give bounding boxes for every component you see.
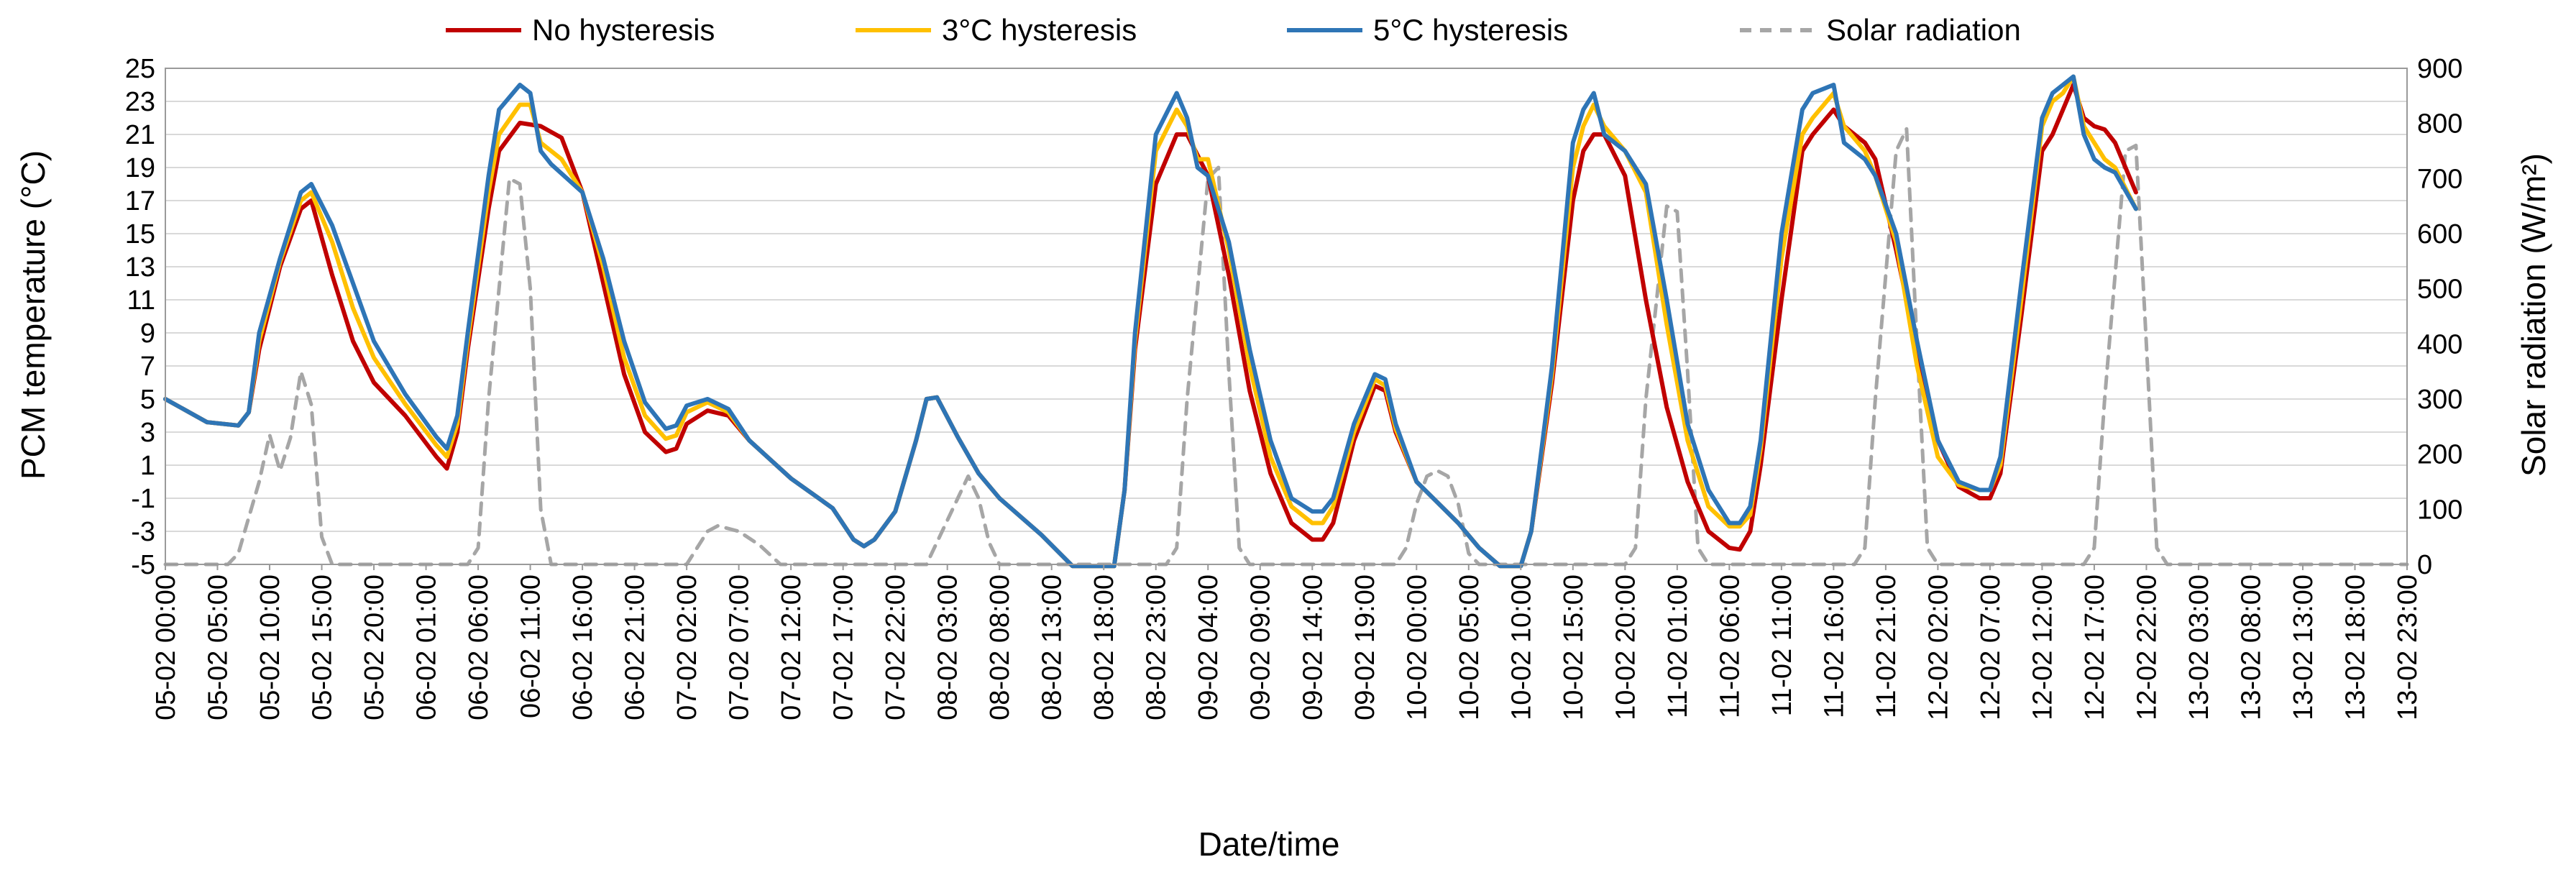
x-tick-label: 10-02 15:00 xyxy=(1559,574,1589,720)
y-right-tick-label: 100 xyxy=(2417,495,2462,525)
y-axis-left-title: PCM temperature (°C) xyxy=(14,150,52,480)
x-tick-label: 08-02 23:00 xyxy=(1142,574,1172,720)
y-left-tick-label: 11 xyxy=(127,285,155,316)
y-left-tick-label: 3 xyxy=(140,418,155,448)
legend-label: No hysteresis xyxy=(532,13,715,47)
series-line-5-c-hysteresis xyxy=(163,74,2138,569)
x-tick-label: 09-02 09:00 xyxy=(1246,574,1276,720)
x-tick-label: 06-02 11:00 xyxy=(516,574,546,718)
y-left-tick-label: 25 xyxy=(125,54,155,84)
y-right-tick-label: 800 xyxy=(2417,109,2462,139)
x-tick-label: 12-02 07:00 xyxy=(1976,574,2006,720)
x-tick-label: 05-02 10:00 xyxy=(255,574,285,720)
y-left-tick-label: 15 xyxy=(125,219,155,249)
y-right-tick-label: 300 xyxy=(2417,385,2462,415)
legend-label: 3°C hysteresis xyxy=(942,13,1137,47)
x-tick-label: 08-02 03:00 xyxy=(933,574,963,720)
y-left-tick-label: -1 xyxy=(131,484,155,514)
y-right-tick-label: 600 xyxy=(2417,219,2462,249)
x-tick-label: 11-02 11:00 xyxy=(1767,574,1797,716)
x-tick-label: 12-02 17:00 xyxy=(2080,574,2110,720)
x-tick-label: 13-02 13:00 xyxy=(2288,574,2319,720)
y-left-tick-label: 19 xyxy=(125,153,155,183)
x-tick-label: 07-02 22:00 xyxy=(881,574,911,720)
y-left-tick-label: 21 xyxy=(125,120,155,150)
series-line-3-c-hysteresis xyxy=(163,74,2138,569)
series-line-no-hysteresis xyxy=(163,83,2138,569)
x-axis-ticks: 05-02 00:00 05-02 05:00 05-02 10:00 05-02 1… xyxy=(151,564,2423,720)
x-tick-label: 11-02 01:00 xyxy=(1663,574,1693,718)
x-tick-label: 08-02 13:00 xyxy=(1037,574,1068,720)
x-tick-label: 06-02 21:00 xyxy=(620,574,651,720)
x-tick-label: 06-02 16:00 xyxy=(568,574,598,720)
y-left-tick-label: 7 xyxy=(140,352,155,382)
x-tick-label: 09-02 14:00 xyxy=(1298,574,1328,720)
legend-label: Solar radiation xyxy=(1826,13,2021,47)
x-tick-label: 07-02 07:00 xyxy=(725,574,755,720)
x-tick-label: 11-02 21:00 xyxy=(1871,574,1902,718)
y-right-tick-label: 200 xyxy=(2417,440,2462,470)
y-left-tick-label: -3 xyxy=(131,517,155,547)
x-tick-label: 09-02 19:00 xyxy=(1350,574,1380,720)
x-tick-label: 12-02 22:00 xyxy=(2132,574,2162,720)
x-tick-label: 07-02 12:00 xyxy=(776,574,807,720)
x-tick-label: 13-02 03:00 xyxy=(2184,574,2214,720)
y-left-tick-label: 5 xyxy=(140,385,155,415)
plot-frame xyxy=(165,68,2408,565)
x-axis-title: Date/time xyxy=(1198,825,1340,863)
y-axis-right-title: Solar radiation (W/m²) xyxy=(2515,153,2552,477)
x-tick-label: 08-02 08:00 xyxy=(985,574,1015,720)
x-tick-label: 05-02 20:00 xyxy=(359,574,390,720)
x-tick-label: 10-02 20:00 xyxy=(1610,574,1641,720)
y-left-tick-label: 17 xyxy=(125,186,155,216)
y-left-tick-label: 13 xyxy=(125,252,155,283)
x-tick-label: 13-02 18:00 xyxy=(2340,574,2370,720)
y-left-tick-label: 1 xyxy=(140,451,155,481)
x-tick-label: 12-02 12:00 xyxy=(2027,574,2058,720)
y-right-tick-label: 400 xyxy=(2417,329,2462,359)
x-tick-label: 11-02 06:00 xyxy=(1715,574,1745,718)
x-tick-label: 10-02 10:00 xyxy=(1506,574,1536,720)
y-left-tick-label: -5 xyxy=(131,550,155,580)
x-tick-label: 09-02 04:00 xyxy=(1193,574,1224,720)
x-tick-label: 06-02 01:00 xyxy=(412,574,442,720)
x-tick-label: 06-02 06:00 xyxy=(464,574,494,720)
x-tick-label: 13-02 23:00 xyxy=(2393,574,2423,720)
x-tick-label: 10-02 00:00 xyxy=(1402,574,1432,720)
legend-label: 5°C hysteresis xyxy=(1373,13,1568,47)
x-tick-label: 07-02 02:00 xyxy=(672,574,702,720)
y-right-tick-label: 900 xyxy=(2417,54,2462,84)
y-left-tick-label: 9 xyxy=(140,319,155,349)
x-tick-label: 05-02 00:00 xyxy=(151,574,181,720)
series-layer xyxy=(163,74,2409,569)
series-line-solar-radiation xyxy=(163,127,2409,567)
y-right-tick-label: 0 xyxy=(2417,550,2432,580)
x-tick-label: 12-02 02:00 xyxy=(1923,574,1953,720)
y-right-tick-label: 500 xyxy=(2417,275,2462,305)
right-axis-ticks: 900 800 700 600 500 400 300 200 100 0 xyxy=(2417,54,2462,580)
x-tick-label: 05-02 15:00 xyxy=(308,574,338,720)
x-tick-label: 11-02 16:00 xyxy=(1819,574,1849,718)
x-tick-label: 10-02 05:00 xyxy=(1454,574,1485,720)
legend: No hysteresis 3°C hysteresis 5°C hysteresi… xyxy=(446,13,2021,47)
y-right-tick-label: 700 xyxy=(2417,164,2462,194)
x-tick-label: 07-02 17:00 xyxy=(829,574,859,720)
x-tick-label: 08-02 18:00 xyxy=(1089,574,1119,720)
x-tick-label: 13-02 08:00 xyxy=(2236,574,2266,720)
y-left-tick-label: 23 xyxy=(125,87,155,117)
x-tick-label: 05-02 05:00 xyxy=(203,574,234,720)
